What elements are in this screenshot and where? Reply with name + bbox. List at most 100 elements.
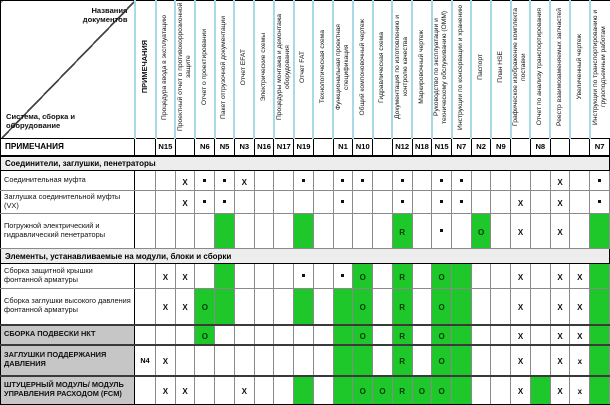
row-label: ЗАГЛУШКИ ПОДДЕРЖАНИЯ ДАВЛЕНИЯ [0, 343, 135, 376]
matrix-cell [510, 170, 531, 191]
matrix-cell [332, 263, 354, 289]
matrix-cell [589, 170, 610, 191]
column-header: Увеличенный чертеж [568, 0, 590, 139]
matrix-cell [529, 263, 551, 289]
review-code-mark: R [399, 387, 406, 396]
corner-bottom-label: Система, сборка и оборудование [6, 112, 76, 130]
matrix-cell [194, 374, 216, 405]
n-code-cell: N2 [470, 138, 492, 157]
matrix-cell [194, 190, 216, 214]
dot-mark [459, 178, 463, 182]
column-header: Функциональная проектная спецификация [332, 0, 353, 139]
x-mark: X [557, 177, 563, 187]
column-header: Гидравлическая схема [371, 0, 393, 139]
matrix-cell: X [510, 323, 531, 345]
matrix-cell: X [174, 263, 196, 289]
matrix-cell [490, 213, 512, 249]
x-mark: X [241, 387, 247, 396]
corner-cell: Названия документов Система, сборка и обо… [0, 0, 135, 139]
matrix-cell [312, 288, 334, 325]
column-header: Документация по изготовлению и контролю … [391, 0, 413, 139]
column-header-label: Общий компоновочный чертеж [358, 18, 366, 116]
matrix-cell [589, 288, 610, 325]
matrix-cell [352, 213, 374, 249]
matrix-cell [253, 343, 275, 376]
column-header-label: Функциональная проектная спецификация [334, 24, 350, 110]
x-mark: x [577, 387, 583, 396]
table-row: СБОРКА ПОДВЕСКИ НКТ O O R O X X X [0, 323, 610, 345]
row-label: ШТУЦЕРНЫЙ МОДУЛЬ/ МОДУЛЬ УПРАВЛЕНИЯ РАСХ… [0, 374, 135, 405]
column-header-label: Инструкции по консервации и хранению [457, 4, 465, 130]
n-code-cell: N18 [411, 138, 433, 157]
column-header: Процедуры монтажа и демонтажа оборудован… [272, 0, 294, 139]
column-header-label: Процедуры монтажа и демонтажа оборудован… [275, 13, 291, 121]
matrix-cell [253, 170, 275, 191]
note-cell [134, 213, 156, 249]
x-mark: X [182, 273, 188, 282]
matrix-cell [352, 343, 374, 376]
matrix-cell [529, 374, 551, 405]
matrix-cell [589, 213, 610, 249]
matrix-cell [490, 263, 512, 289]
review-code-mark: O [359, 303, 366, 313]
column-header-label: Пакет отгрузочной документации [220, 15, 228, 119]
matrix-cell: R [391, 213, 413, 249]
matrix-cell: X [569, 263, 591, 289]
dot-mark [459, 200, 463, 204]
dot-mark [598, 200, 602, 204]
matrix-cell: X [549, 374, 571, 405]
matrix-cell [372, 263, 393, 289]
matrix-cell: O [431, 343, 453, 376]
matrix-cell [589, 263, 610, 289]
matrix-cell: R [391, 323, 413, 345]
matrix-cell [411, 170, 433, 191]
x-mark: X [182, 177, 188, 187]
n-code-cell: N8 [529, 138, 551, 157]
matrix-cell [589, 190, 610, 214]
note-cell: N4 [134, 343, 156, 376]
review-code-mark: R [399, 357, 406, 366]
dot-mark [302, 178, 305, 182]
review-code-mark: O [379, 387, 386, 396]
matrix-cell: x [569, 343, 591, 376]
x-mark: X [162, 387, 169, 396]
x-mark: X [517, 228, 524, 237]
matrix-cell: O [194, 323, 216, 345]
matrix-cell: R [391, 263, 413, 289]
matrix-cell: X [569, 323, 591, 345]
n-code-cell: N3 [233, 138, 255, 157]
matrix-cell: X [510, 263, 531, 289]
dot-mark [400, 178, 404, 182]
x-mark: X [517, 273, 524, 282]
matrix-cell [155, 170, 176, 191]
matrix-cell: O [431, 374, 453, 405]
matrix-cell: X [549, 213, 571, 249]
matrix-cell [312, 343, 334, 376]
column-header-label: Реестр взаимозаменяемых запчастей [555, 8, 563, 126]
matrix-cell: R [391, 288, 413, 325]
matrix-cell [194, 170, 216, 191]
matrix-cell [372, 288, 393, 325]
matrix-cell [312, 374, 334, 405]
column-header: План HSE [489, 0, 511, 139]
matrix-cell [214, 170, 235, 191]
matrix-cell [372, 343, 393, 376]
matrix-cell [352, 170, 374, 191]
n-code-cell: N16 [253, 138, 275, 157]
review-code-mark: O [438, 357, 445, 366]
matrix-cell [470, 343, 492, 376]
note-cell [134, 263, 156, 289]
matrix-cell [214, 190, 235, 214]
matrix-cell [470, 190, 492, 214]
notes-column-header-label: ПРИМЕЧАНИЯ [139, 40, 149, 94]
matrix-cell [589, 323, 610, 345]
matrix-cell [293, 263, 314, 289]
matrix-cell [470, 288, 492, 325]
matrix-cell [490, 323, 512, 345]
column-header-label: Документация по изготовлению и контролю … [393, 15, 410, 119]
matrix-cell [470, 170, 492, 191]
column-header: Графическое изображение комплекта постав… [509, 0, 531, 139]
matrix-cell [451, 323, 472, 345]
